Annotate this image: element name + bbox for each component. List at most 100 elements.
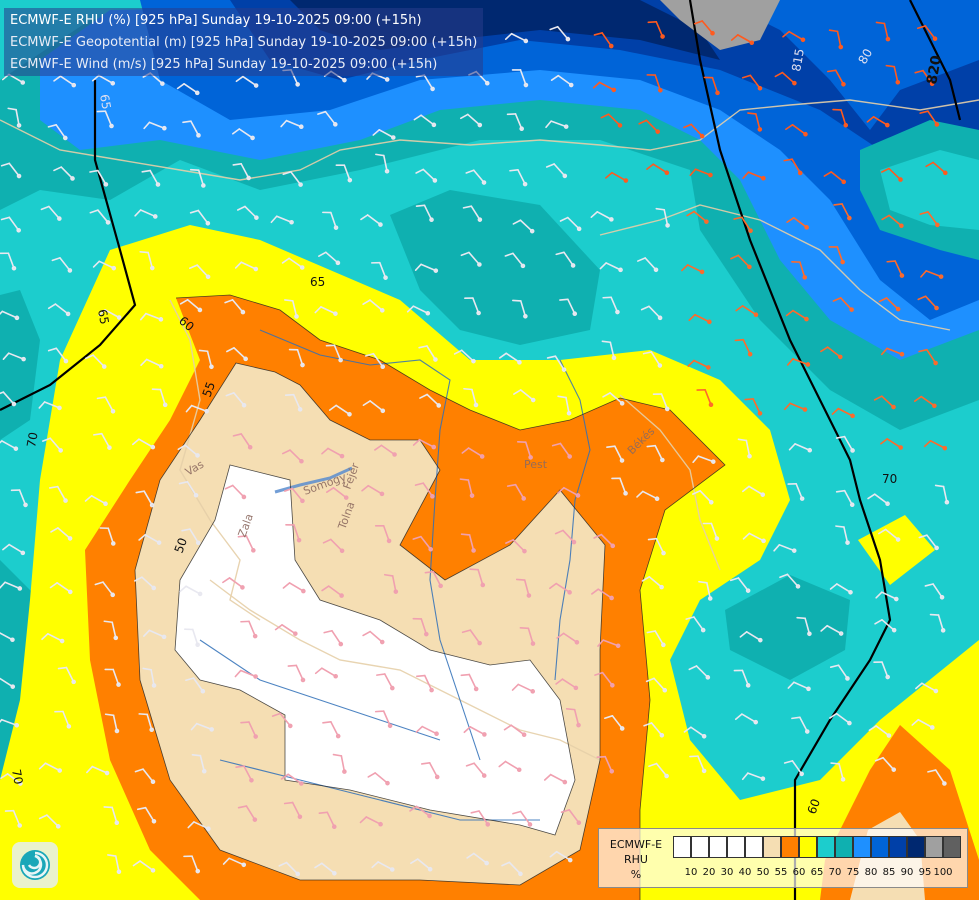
wind-barb xyxy=(57,666,76,685)
wind-barb xyxy=(4,809,22,828)
wind-barb xyxy=(557,486,581,498)
geopotential-contour-west xyxy=(0,80,137,411)
wind-barb xyxy=(465,169,487,185)
wind-barb xyxy=(360,214,383,227)
wind-barb xyxy=(0,252,17,271)
wind-barb xyxy=(143,629,167,640)
wind-barb xyxy=(185,404,209,414)
wind-barb xyxy=(104,713,120,734)
wind-barb xyxy=(234,669,258,679)
wind-barb xyxy=(461,629,482,646)
wind-barb xyxy=(177,444,200,458)
wind-barb xyxy=(647,21,665,39)
wind-barb xyxy=(866,116,890,128)
wind-barb xyxy=(364,352,386,370)
wind-barb xyxy=(636,490,660,502)
wind-barb xyxy=(412,617,429,637)
wind-barb xyxy=(0,718,20,728)
wind-barb xyxy=(418,345,438,362)
wind-barb xyxy=(593,32,614,49)
wind-barb xyxy=(0,440,19,451)
border-hu-east xyxy=(619,394,721,571)
wind-barb xyxy=(107,854,122,875)
wind-barb xyxy=(683,726,707,739)
wind-barb xyxy=(287,664,306,683)
wind-barb xyxy=(235,765,254,783)
wind-barb xyxy=(729,577,751,593)
wind-barb xyxy=(374,710,393,729)
wind-barb xyxy=(460,533,476,553)
wind-barb xyxy=(735,305,759,318)
title-geopotential: ECMWF-E Geopotential (m) [925 hPa] Sunda… xyxy=(10,35,478,50)
wind-barb xyxy=(914,69,935,87)
wind-barb xyxy=(103,620,119,641)
wind-barb xyxy=(179,298,203,313)
wind-barb xyxy=(742,171,766,181)
wind-barb xyxy=(560,809,582,825)
wind-barb xyxy=(787,681,811,692)
wind-barb xyxy=(335,164,353,183)
wind-barb xyxy=(367,772,390,786)
wind-barb xyxy=(782,30,806,43)
wind-barb xyxy=(0,162,22,179)
contour-label: 50 xyxy=(172,536,190,555)
wind-barb xyxy=(734,713,759,725)
wind-barb xyxy=(692,455,716,464)
contour-label: 70 xyxy=(882,472,897,486)
wind-barb xyxy=(820,346,843,360)
wind-barb xyxy=(557,395,572,416)
legend-tick-label: 70 xyxy=(828,867,842,878)
wind-barb xyxy=(10,489,28,508)
wind-barb xyxy=(92,260,117,271)
wind-barb xyxy=(176,82,200,96)
wind-barb xyxy=(685,616,706,633)
wind-barb xyxy=(565,707,581,728)
wind-barb xyxy=(325,487,349,500)
wind-barb xyxy=(413,114,437,128)
legend-tick-label: 55 xyxy=(774,867,788,878)
wind-barb xyxy=(406,305,431,316)
wind-barb xyxy=(270,215,294,225)
wind-barb xyxy=(881,214,904,229)
wind-barb xyxy=(511,683,536,694)
wind-barb xyxy=(874,756,897,772)
wind-barb xyxy=(880,167,903,182)
wind-barb xyxy=(183,855,201,874)
region-label-pest: Pest xyxy=(524,458,548,471)
wind-barb xyxy=(142,667,157,688)
wind-barb xyxy=(648,762,669,779)
wind-barb xyxy=(835,435,855,453)
wind-barb xyxy=(611,477,628,496)
legend-tick-label: 65 xyxy=(810,867,824,878)
wind-barb xyxy=(375,153,390,174)
wind-barb xyxy=(134,576,157,591)
wind-barb xyxy=(140,358,164,369)
rhu-north-band-grey xyxy=(660,0,780,50)
wind-barb xyxy=(646,163,670,175)
wind-barb xyxy=(410,858,433,872)
wind-barb xyxy=(280,119,304,129)
wind-barb xyxy=(596,755,615,774)
wind-barb xyxy=(688,313,712,325)
wind-barb xyxy=(232,433,253,450)
wind-barb xyxy=(599,262,623,273)
wind-barb xyxy=(741,772,766,781)
wind-barb xyxy=(234,261,259,272)
wind-barb xyxy=(416,674,434,693)
wind-barb xyxy=(89,169,109,187)
rhu-north-band-darkblue xyxy=(230,0,979,260)
wind-barb xyxy=(779,573,801,589)
wind-barb xyxy=(460,673,479,692)
wind-barb xyxy=(141,169,161,187)
wind-barb xyxy=(823,171,847,185)
wind-barb xyxy=(104,668,121,687)
wind-barb xyxy=(50,527,73,541)
wind-barb xyxy=(0,632,15,643)
wind-barb xyxy=(559,298,578,317)
legend-tick-label: 75 xyxy=(846,867,860,878)
legend-tick-label: 60 xyxy=(792,867,806,878)
wind-barb xyxy=(591,588,614,601)
wind-barb xyxy=(225,392,247,408)
wind-barb xyxy=(464,297,481,316)
wind-barb xyxy=(873,661,890,680)
